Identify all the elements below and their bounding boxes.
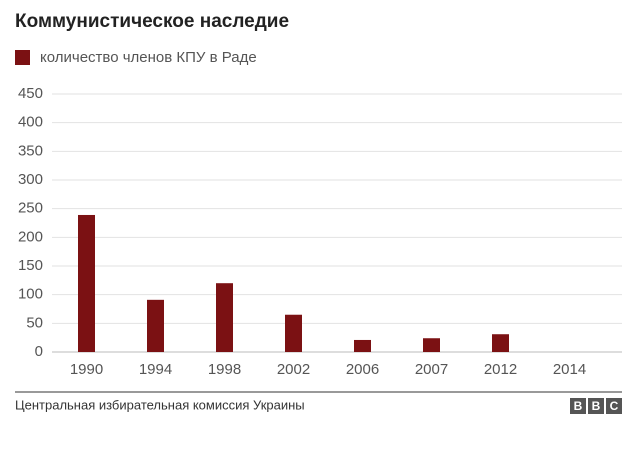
y-tick-label: 0 [35,343,43,360]
x-tick-label: 2007 [415,361,448,378]
bar [492,334,509,352]
bar [78,214,95,352]
y-tick-label: 400 [18,114,43,131]
bar [147,299,164,352]
x-tick-label: 1994 [139,361,172,378]
y-tick-label: 250 [18,200,43,217]
y-tick-label: 450 [18,85,43,102]
bar [423,338,440,352]
x-tick-label: 1990 [70,361,103,378]
legend-swatch [15,50,30,65]
y-tick-label: 200 [18,228,43,245]
chart-title: Коммунистическое наследие [15,11,289,32]
logo-letter: B [592,399,601,413]
legend-label: количество членов КПУ в Раде [40,49,257,66]
logo-box [588,398,604,414]
y-tick-label: 50 [26,314,43,331]
x-tick-label: 2002 [277,361,310,378]
x-tick-label: 2012 [484,361,517,378]
bar [354,339,371,352]
y-tick-label: 100 [18,286,43,303]
y-tick-label: 350 [18,142,43,159]
y-tick-label: 150 [18,257,43,274]
logo-box [570,398,586,414]
source: Центральная избирательная комиссия Украи… [15,397,305,412]
logo-box [606,398,622,414]
logo-letter: B [574,399,583,413]
x-tick-label: 1998 [208,361,241,378]
bar [285,314,302,352]
y-tick-label: 300 [18,171,43,188]
logo-letter: C [610,399,619,413]
bar [216,283,233,352]
x-tick-label: 2014 [553,361,586,378]
x-tick-label: 2006 [346,361,379,378]
